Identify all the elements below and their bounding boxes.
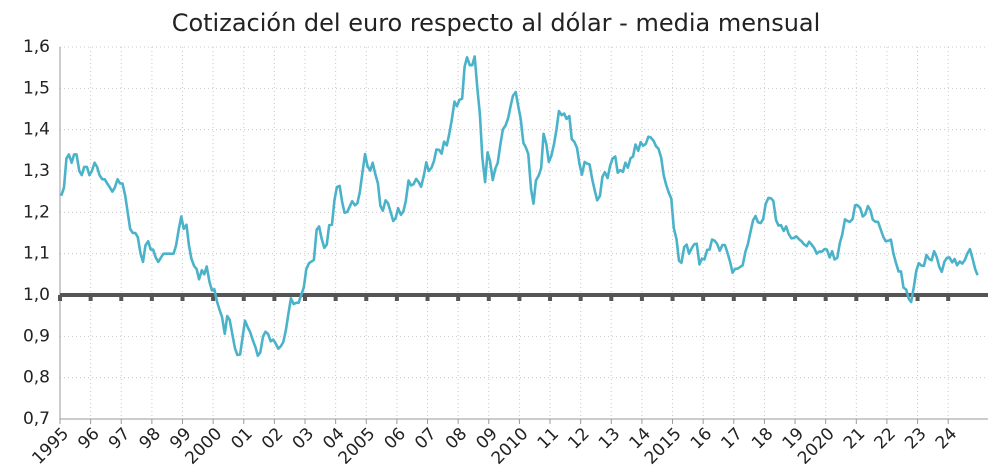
parity-tick [946,295,951,301]
x-tick-label: 01 [227,424,256,453]
y-tick-label: 0,9 [23,326,50,346]
y-tick-label: 1,3 [23,161,50,181]
parity-tick [180,295,185,301]
x-tick-label: 18 [748,424,777,453]
parity-tick [884,295,889,301]
y-tick-label: 0,7 [23,409,50,429]
parity-tick [854,295,859,301]
parity-tick [149,295,154,301]
parity-tick [303,295,308,301]
parity-tick [578,295,583,301]
chart-title: Cotización del euro respecto al dólar - … [172,9,821,37]
x-tick-label: 2005 [335,424,380,469]
parity-tick [517,295,522,301]
x-tick-label: 96 [74,424,103,453]
parity-tick [915,295,920,301]
x-tick-label: 2000 [181,424,226,469]
x-tick-label: 1995 [28,424,73,469]
x-tick-label: 98 [136,424,165,453]
x-tick-label: 2010 [488,424,533,469]
y-tick-label: 1,1 [23,244,50,264]
x-tick-label: 03 [289,424,318,453]
x-tick-label: 16 [687,424,716,453]
x-tick-label: 24 [932,424,961,453]
parity-tick [731,295,736,301]
parity-tick [241,295,246,301]
parity-tick [58,295,62,301]
y-tick-label: 1,4 [23,120,50,140]
parity-tick [333,295,338,301]
y-tick-label: 1,5 [23,78,50,98]
y-tick-label: 1,6 [23,37,50,57]
parity-tick [762,295,767,301]
parity-tick [670,295,675,301]
parity-tick [639,295,644,301]
parity-tick [609,295,614,301]
parity-tick [823,295,828,301]
parity-tick [88,295,93,301]
parity-tick [119,295,124,301]
parity-tick [701,295,706,301]
parity-tick [456,295,461,301]
x-tick-label: 97 [105,424,134,453]
x-tick-label: 08 [442,424,471,453]
x-tick-label: 13 [595,424,624,453]
parity-tick [425,295,430,301]
x-tick-label: 06 [381,424,410,453]
parity-tick [793,295,798,301]
x-tick-label: 2020 [794,424,839,469]
y-tick-label: 1,2 [23,202,50,222]
y-tick-label: 0,8 [23,368,50,388]
parity-tick [548,295,553,301]
x-tick-label: 02 [258,424,287,453]
parity-tick [486,295,491,301]
x-tick-label: 11 [534,424,563,453]
x-tick-label: 22 [871,424,900,453]
parity-tick [394,295,399,301]
parity-tick [364,295,369,301]
x-tick-label: 07 [411,424,440,453]
x-tick-label: 12 [564,424,593,453]
x-tick-label: 2015 [641,424,686,469]
x-tick-label: 21 [840,424,869,453]
y-tick-label: 1,0 [23,285,50,305]
x-tick-label: 23 [901,424,930,453]
parity-tick [272,295,277,301]
x-tick-label: 17 [717,424,746,453]
parity-tick [211,295,216,301]
series-line [59,55,979,358]
